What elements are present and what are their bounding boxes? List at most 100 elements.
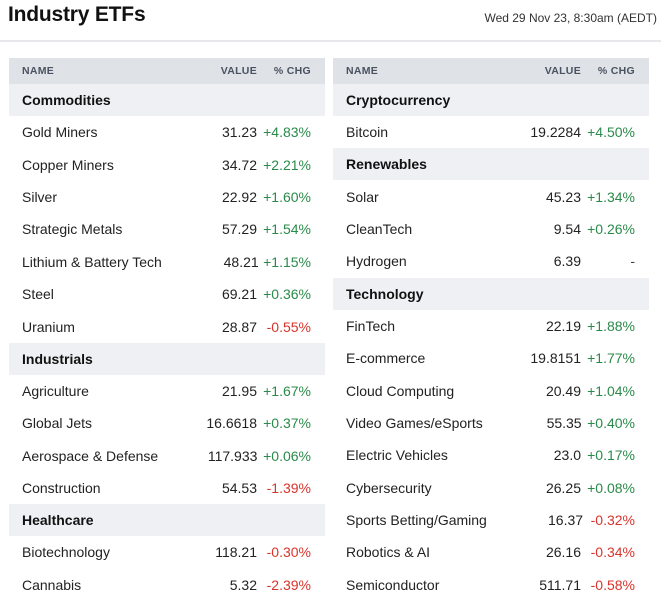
table-row[interactable]: Robotics & AI 26.16 -0.34% [333, 536, 649, 569]
etf-name[interactable]: Semiconductor [346, 576, 440, 593]
table-row[interactable]: Lithium & Battery Tech 48.21 +1.15% [9, 245, 325, 278]
column-header-change[interactable]: % CHG [597, 65, 635, 77]
etf-name[interactable]: Agriculture [22, 382, 89, 399]
etf-name[interactable]: E-commerce [346, 350, 426, 367]
table-row[interactable]: Cannabis 5.32 -2.39% [9, 568, 325, 601]
page-title: Industry ETFs [8, 3, 146, 26]
column-header-name[interactable]: NAME [22, 65, 55, 77]
table-row[interactable]: Cloud Computing 20.49 +1.04% [333, 374, 649, 407]
etf-value: 22.92 [221, 188, 257, 205]
etf-name[interactable]: Aerospace & Defense [22, 447, 159, 464]
etf-change: +0.06% [263, 447, 311, 464]
etf-change: -0.30% [266, 544, 311, 561]
column-header-value[interactable]: VALUE [544, 65, 581, 77]
table-row[interactable]: Construction 54.53 -1.39% [9, 471, 325, 505]
etf-name[interactable]: Cybersecurity [346, 479, 432, 496]
etf-value: 26.25 [545, 479, 581, 496]
etf-name[interactable]: Uranium [22, 318, 75, 335]
etf-change: -0.32% [590, 512, 635, 529]
etf-change: +4.50% [587, 124, 635, 141]
etf-name[interactable]: Electric Vehicles [346, 447, 448, 464]
timestamp: Wed 29 Nov 23, 8:30am (AEDT) [484, 11, 657, 25]
page-header: Industry ETFs Wed 29 Nov 23, 8:30am (AED… [0, 0, 661, 42]
etf-name[interactable]: Hydrogen [346, 253, 407, 270]
etf-value: 20.49 [545, 382, 581, 399]
section-header: Commodities [9, 84, 325, 116]
table-row[interactable]: Silver 22.92 +1.60% [9, 180, 325, 214]
table-row[interactable]: Copper Miners 34.72 +2.21% [9, 148, 325, 181]
column-header-change[interactable]: % CHG [273, 65, 311, 77]
table-body: Commodities Gold Miners 31.23 +4.83% Copper … [9, 84, 325, 601]
etf-name[interactable]: Cannabis [22, 576, 82, 593]
etf-value: 16.37 [548, 512, 584, 529]
etf-change: +1.04% [587, 382, 635, 399]
etf-name[interactable]: Bitcoin [346, 124, 389, 141]
table-row[interactable]: Uranium 28.87 -0.55% [9, 310, 325, 343]
etf-name[interactable]: Solar [346, 188, 379, 205]
etf-value: 19.8151 [530, 350, 581, 367]
table-row[interactable]: Bitcoin 19.2284 +4.50% [333, 116, 649, 149]
etf-change: -0.34% [590, 544, 635, 561]
etf-value: 117.933 [207, 447, 258, 464]
table-row[interactable]: Semiconductor 511.71 -0.58% [333, 568, 649, 601]
etf-value: 21.95 [221, 382, 257, 399]
etf-name[interactable]: Silver [22, 188, 58, 205]
etf-value: 118.21 [215, 544, 257, 561]
etf-change: +1.60% [263, 188, 311, 205]
etf-value: 45.23 [545, 188, 581, 205]
table-row[interactable]: Strategic Metals 57.29 +1.54% [9, 213, 325, 246]
table-row[interactable]: Sports Betting/Gaming 16.37 -0.32% [333, 503, 649, 537]
etf-change: +0.37% [263, 415, 311, 432]
etf-name[interactable]: Robotics & AI [346, 544, 431, 561]
column-header-value[interactable]: VALUE [220, 65, 257, 77]
etf-change: -0.58% [590, 576, 635, 593]
etf-change: - [630, 253, 635, 270]
column-header-name[interactable]: NAME [346, 65, 379, 77]
etf-value: 34.72 [221, 156, 257, 173]
table-row[interactable]: Biotechnology 118.21 -0.30% [9, 536, 325, 569]
table-row[interactable]: CleanTech 9.54 +0.26% [333, 212, 649, 246]
table-row[interactable]: FinTech 22.19 +1.88% [333, 309, 649, 342]
table-row[interactable]: Global Jets 16.6618 +0.37% [9, 407, 325, 440]
section-header: Renewables [333, 148, 649, 181]
etf-name[interactable]: Copper Miners [22, 156, 114, 173]
etf-name[interactable]: Gold Miners [22, 124, 98, 141]
table-row[interactable]: Cybersecurity 26.25 +0.08% [333, 471, 649, 504]
etf-change: +2.21% [263, 156, 311, 173]
etf-change: +1.88% [587, 317, 635, 334]
etf-value: 69.21 [221, 286, 257, 303]
etf-name[interactable]: Lithium & Battery Tech [22, 253, 162, 270]
etf-table-right: NAME VALUE % CHG Cryptocurrency Bitcoin 19… [333, 58, 649, 601]
etf-change: +0.08% [587, 479, 635, 496]
etf-name[interactable]: Cloud Computing [346, 382, 455, 399]
table-row[interactable]: Aerospace & Defense 117.933 +0.06% [9, 439, 325, 472]
table-header: NAME VALUE % CHG [9, 58, 325, 84]
etf-value: 57.29 [221, 221, 257, 238]
etf-name[interactable]: Video Games/eSports [346, 414, 483, 431]
etf-name[interactable]: FinTech [346, 317, 396, 334]
table-row[interactable]: Video Games/eSports 55.35 +0.40% [333, 406, 649, 440]
etf-change: +1.67% [263, 382, 311, 399]
etf-change: +4.83% [263, 124, 311, 141]
table-row[interactable]: Agriculture 21.95 +1.67% [9, 374, 325, 408]
etf-value: 31.23 [221, 124, 257, 141]
table-row[interactable]: Gold Miners 31.23 +4.83% [9, 116, 325, 149]
etf-name[interactable]: Global Jets [22, 415, 93, 432]
table-row[interactable]: Steel 69.21 +0.36% [9, 277, 325, 311]
etf-name[interactable]: Construction [22, 480, 101, 497]
etf-change: -1.39% [266, 480, 311, 497]
etf-name[interactable]: CleanTech [346, 220, 413, 237]
table-body: Cryptocurrency Bitcoin 19.2284 +4.50% Renewa… [333, 84, 649, 601]
table-row[interactable]: E-commerce 19.8151 +1.77% [333, 341, 649, 375]
etf-name[interactable]: Biotechnology [22, 544, 110, 561]
etf-name[interactable]: Sports Betting/Gaming [346, 512, 487, 529]
section-header: Industrials [9, 342, 325, 375]
etf-value: 54.53 [221, 480, 257, 497]
etf-name[interactable]: Strategic Metals [22, 221, 123, 238]
table-row[interactable]: Electric Vehicles 23.0 +0.17% [333, 439, 649, 472]
etf-table-left: NAME VALUE % CHG Commodities Gold Miners 3… [9, 58, 325, 601]
etf-change: -0.55% [266, 318, 311, 335]
etf-name[interactable]: Steel [22, 286, 54, 303]
table-row[interactable]: Solar 45.23 +1.34% [333, 180, 649, 213]
table-row[interactable]: Hydrogen 6.39 - [333, 245, 649, 278]
